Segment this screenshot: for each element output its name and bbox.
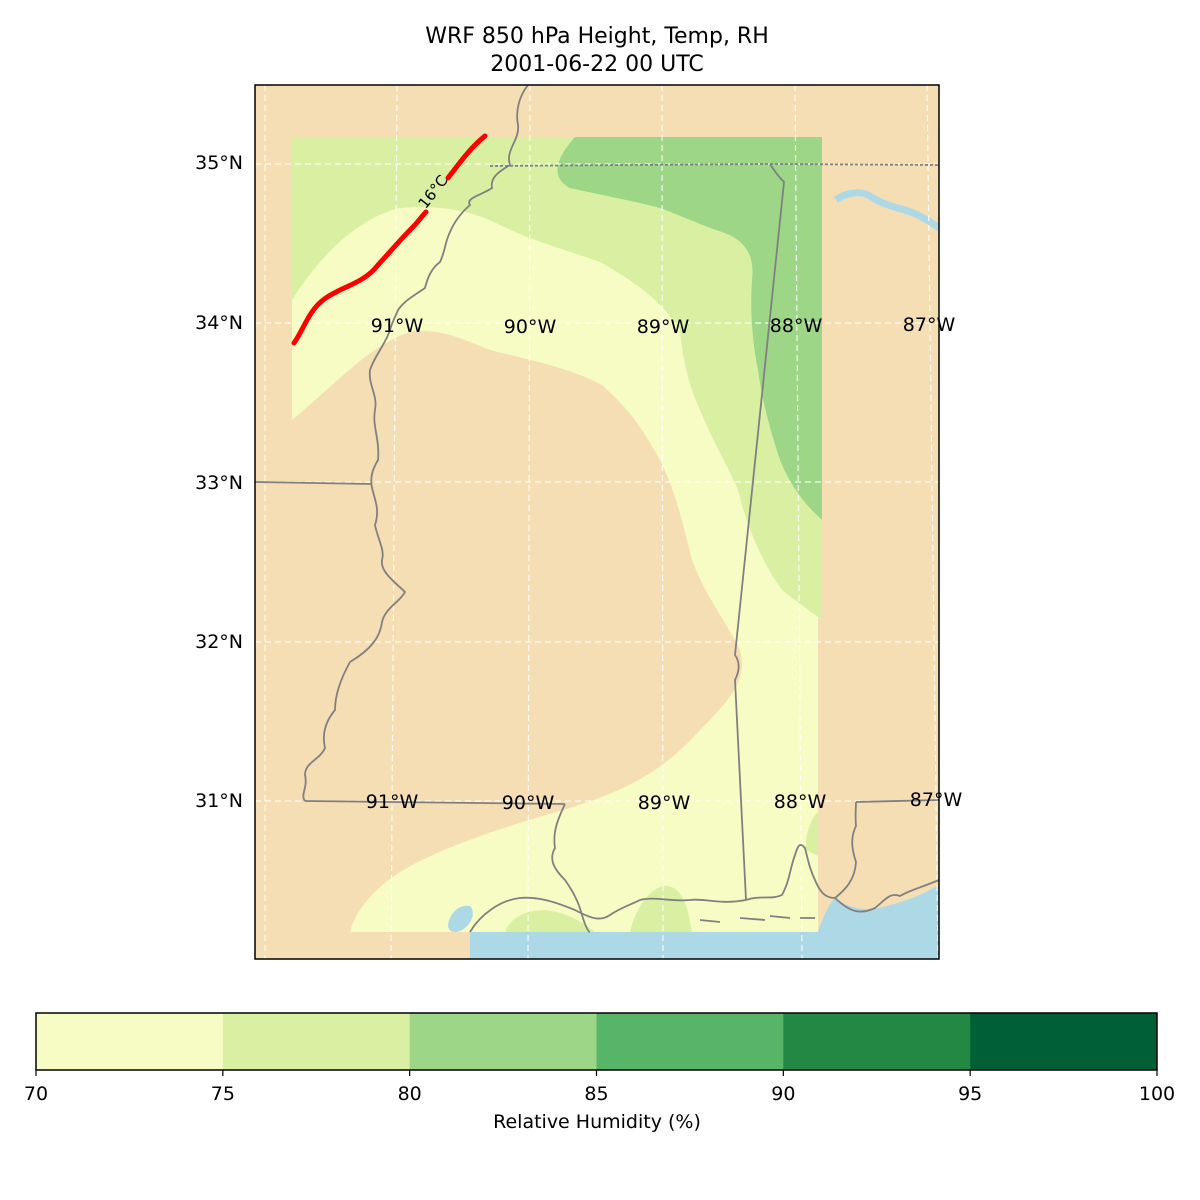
colorbar-tick-label: 70 bbox=[24, 1083, 48, 1105]
gulf-water bbox=[470, 885, 939, 959]
barrier-islands bbox=[699, 915, 815, 923]
lat-label-35n: 35°N bbox=[195, 152, 243, 174]
lat-label-33n: 33°N bbox=[195, 472, 243, 494]
lat-label-34n: 34°N bbox=[195, 312, 243, 334]
map-frame bbox=[254, 84, 940, 960]
title-line2: 2001-06-22 00 UTC bbox=[490, 52, 703, 77]
mississippi-river-border bbox=[302, 85, 529, 802]
colorbar-tick-label: 90 bbox=[771, 1083, 795, 1105]
colorbar-tick-label: 80 bbox=[398, 1083, 422, 1105]
la-ar-border-33n bbox=[255, 481, 373, 485]
colorbar-tick-label: 100 bbox=[1139, 1083, 1175, 1105]
lon-label-upper-91w: 91°W bbox=[371, 315, 424, 337]
lon-label-upper-87w: 87°W bbox=[903, 314, 956, 336]
al-fl-border bbox=[855, 799, 939, 803]
colorbar: 70 75 80 85 90 95 100 Relative Humidity (%) bbox=[24, 1012, 1175, 1133]
temp-contour-16c bbox=[291, 133, 488, 346]
longitude-labels-lower: 91°W 90°W 89°W 88°W 87°W bbox=[366, 789, 963, 814]
lon-label-lower-90w: 90°W bbox=[502, 792, 555, 814]
rh-80-85-region bbox=[557, 137, 822, 520]
lon-label-lower-89w: 89°W bbox=[638, 792, 691, 814]
lon-label-lower-91w: 91°W bbox=[366, 791, 419, 813]
lake-pontchartrain bbox=[448, 905, 473, 933]
rh-75-80-region-coast bbox=[630, 885, 692, 932]
colorbar-segments bbox=[36, 1013, 1158, 1070]
florida-panhandle-coast bbox=[834, 801, 857, 899]
pearl-river bbox=[551, 803, 591, 933]
colorbar-tick-label: 85 bbox=[584, 1083, 608, 1105]
latitude-labels: 35°N 34°N 33°N 32°N 31°N bbox=[195, 152, 243, 812]
ms-la-border-31n bbox=[304, 800, 566, 805]
lon-label-upper-88w: 88°W bbox=[770, 315, 823, 337]
rh-75-80-region-east bbox=[805, 812, 818, 856]
tennessee-river bbox=[833, 189, 939, 231]
state-borders bbox=[255, 85, 939, 933]
title-line1: WRF 850 hPa Height, Temp, RH bbox=[425, 24, 769, 49]
ms-al-border bbox=[734, 163, 785, 901]
lon-label-upper-90w: 90°W bbox=[504, 316, 557, 338]
colorbar-segment-3 bbox=[596, 1013, 784, 1070]
lon-label-upper-89w: 89°W bbox=[637, 316, 690, 338]
map-panel: 16°C bbox=[255, 85, 939, 959]
rh-75-80-region-north bbox=[292, 137, 822, 620]
colorbar-segment-4 bbox=[783, 1013, 971, 1070]
colorbar-tick-label: 75 bbox=[211, 1083, 235, 1105]
colorbar-segment-2 bbox=[409, 1013, 597, 1070]
lat-label-31n: 31°N bbox=[195, 790, 243, 812]
colorbar-tick-label: 95 bbox=[958, 1083, 982, 1105]
mobile-bay-coast bbox=[745, 844, 836, 901]
colorbar-segment-0 bbox=[36, 1013, 224, 1070]
colorbar-segment-1 bbox=[222, 1013, 411, 1070]
longitude-labels-upper: 91°W 90°W 89°W 88°W 87°W bbox=[371, 314, 956, 338]
lat-label-32n: 32°N bbox=[195, 631, 243, 653]
colorbar-label: Relative Humidity (%) bbox=[493, 1111, 701, 1133]
gridlines bbox=[255, 85, 939, 959]
colorbar-ticks: 70 75 80 85 90 95 100 bbox=[24, 1070, 1175, 1105]
fl-coast-east bbox=[834, 879, 939, 913]
lon-label-lower-87w: 87°W bbox=[910, 789, 963, 811]
gulf-coastline bbox=[469, 896, 747, 933]
lon-label-lower-88w: 88°W bbox=[774, 791, 827, 813]
colorbar-segment-5 bbox=[970, 1013, 1158, 1070]
